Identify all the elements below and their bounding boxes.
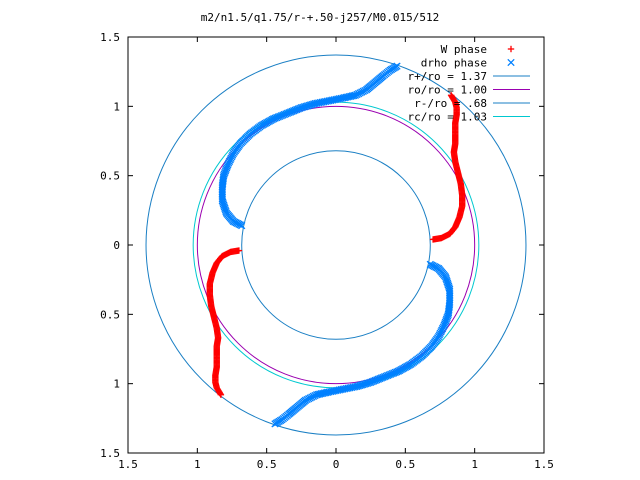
y-tick-label: 1 — [113, 378, 120, 391]
circle-r-4 — [241, 150, 431, 340]
legend-label: ro/ro = 1.00 — [408, 84, 487, 97]
x-tick-label: 1.5 — [534, 458, 554, 471]
circle-r-3 — [196, 105, 476, 385]
circle-r-2 — [145, 54, 527, 436]
y-tick-label: 1 — [113, 100, 120, 113]
y-tick-label: 1.5 — [100, 447, 120, 460]
w-phase-point — [447, 92, 455, 99]
legend-label: W phase — [441, 43, 487, 56]
w-phase-point — [217, 391, 225, 398]
legend-label: r-/ro = .68 — [414, 97, 487, 110]
x-tick-label: 0.5 — [257, 458, 277, 471]
drho-phase-point — [271, 420, 279, 428]
x-tick-label: 1.5 — [118, 458, 138, 471]
drho-phase-point — [393, 62, 401, 70]
x-tick-label: 1 — [471, 458, 478, 471]
x-tick-label: 0 — [333, 458, 340, 471]
legend-label: r+/ro = 1.37 — [408, 70, 487, 83]
y-tick-label: 1.5 — [100, 31, 120, 44]
y-tick-label: 0.5 — [100, 170, 120, 183]
chart-title: m2/n1.5/q1.75/r-+.50-j257/M0.015/512 — [201, 11, 439, 24]
legend-label: rc/ro = 1.03 — [408, 111, 487, 124]
phase-markers — [206, 62, 466, 428]
y-axis-ticks: 1.5 1 0.5 0 0.5 1 1.5 — [100, 31, 544, 460]
legend-marker — [507, 58, 515, 67]
legend-label: drho phase — [421, 57, 487, 70]
x-tick-label: 1 — [194, 458, 201, 471]
legend-marker — [507, 45, 515, 53]
x-axis-ticks: 1.5 1 0.5 0 0.5 1 1.5 — [118, 37, 554, 471]
y-tick-label: 0 — [113, 239, 120, 252]
x-tick-label: 0.5 — [395, 458, 415, 471]
y-tick-label: 0.5 — [100, 308, 120, 321]
